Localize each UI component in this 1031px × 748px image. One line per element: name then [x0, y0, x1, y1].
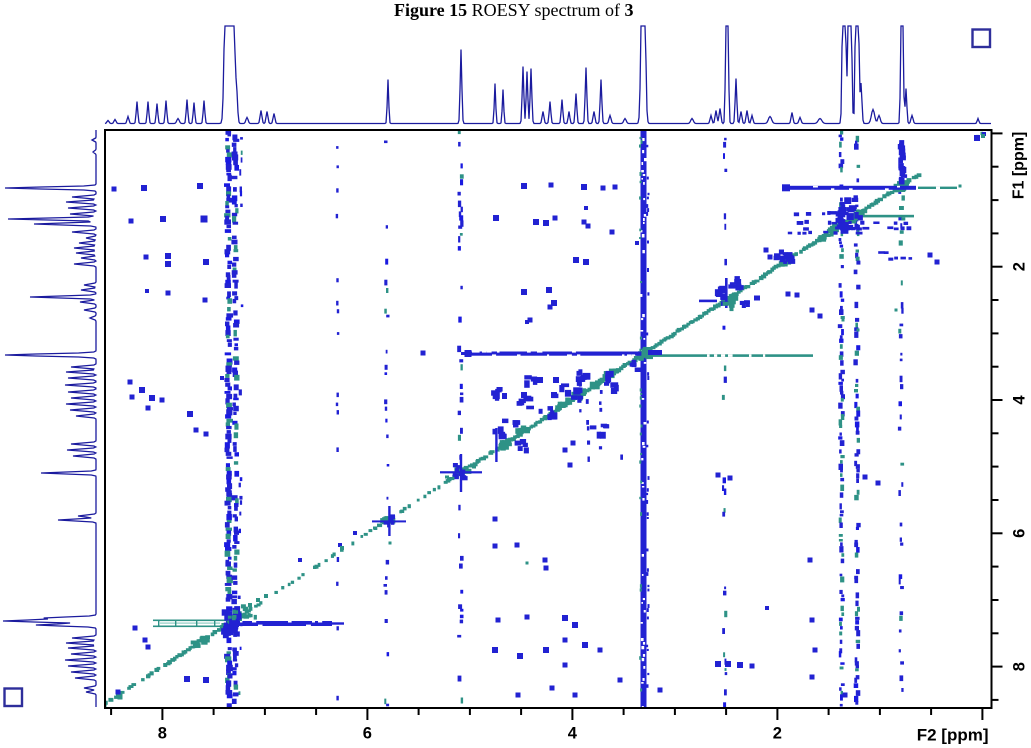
- svg-text:2: 2: [1011, 262, 1029, 271]
- svg-text:6: 6: [1011, 529, 1029, 538]
- svg-text:4: 4: [568, 725, 578, 743]
- svg-text:2: 2: [773, 725, 782, 743]
- svg-text:8: 8: [158, 725, 167, 743]
- svg-text:F1 [ppm]: F1 [ppm]: [1011, 132, 1028, 200]
- svg-text:4: 4: [1011, 395, 1029, 405]
- svg-text:Figure 15 ROESY spectrum of 3: Figure 15 ROESY spectrum of 3: [394, 0, 634, 20]
- svg-text:6: 6: [363, 725, 372, 743]
- svg-text:F2 [ppm]: F2 [ppm]: [917, 726, 989, 745]
- svg-text:8: 8: [1011, 662, 1029, 671]
